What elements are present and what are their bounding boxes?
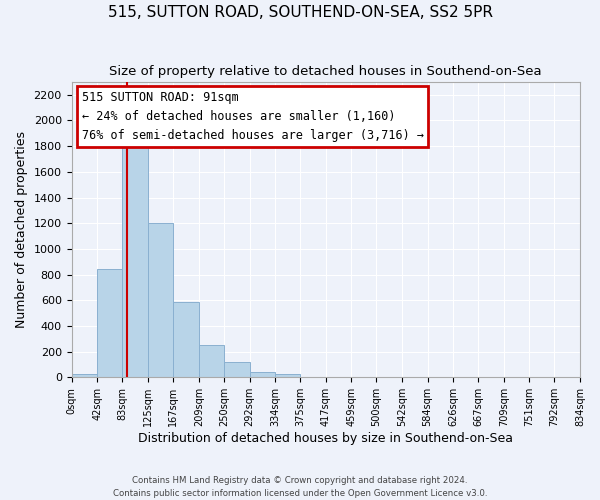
Y-axis label: Number of detached properties: Number of detached properties [15, 131, 28, 328]
Bar [250, 372, 275, 378]
Text: 515, SUTTON ROAD, SOUTHEND-ON-SEA, SS2 5PR: 515, SUTTON ROAD, SOUTHEND-ON-SEA, SS2 5… [107, 5, 493, 20]
Bar [71, 374, 97, 378]
Text: 515 SUTTON ROAD: 91sqm
← 24% of detached houses are smaller (1,160)
76% of semi-: 515 SUTTON ROAD: 91sqm ← 24% of detached… [82, 91, 424, 142]
Bar [97, 270, 122, 378]
Text: Contains HM Land Registry data © Crown copyright and database right 2024.
Contai: Contains HM Land Registry data © Crown c… [113, 476, 487, 498]
Bar [224, 362, 250, 378]
X-axis label: Distribution of detached houses by size in Southend-on-Sea: Distribution of detached houses by size … [138, 432, 513, 445]
Title: Size of property relative to detached houses in Southend-on-Sea: Size of property relative to detached ho… [109, 65, 542, 78]
Bar [122, 146, 148, 378]
Bar [148, 223, 173, 378]
Bar [275, 374, 300, 378]
Bar [199, 344, 224, 378]
Bar [173, 302, 199, 378]
